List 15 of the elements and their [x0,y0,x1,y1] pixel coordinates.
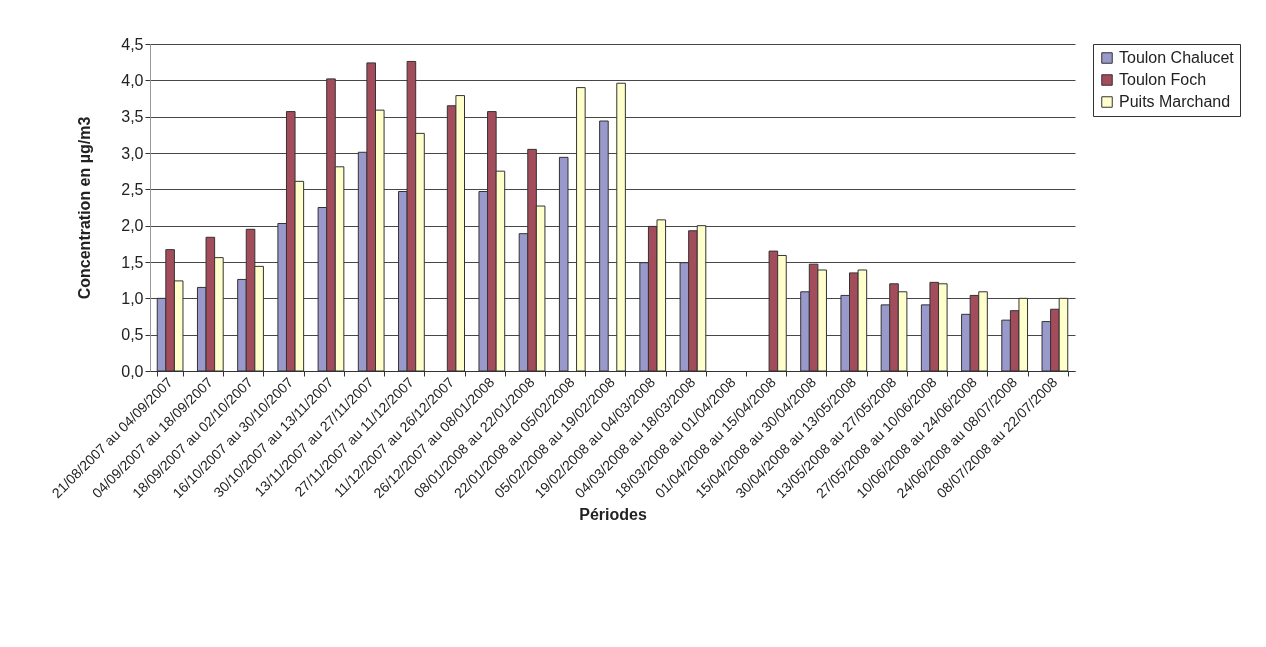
y-tick-label: 3,5 [121,108,144,126]
y-tick-label: 3,0 [121,144,144,162]
y-tick-label: 1,0 [121,289,144,307]
y-tick-label: 4,5 [121,35,144,53]
y-tick-label: 0,5 [121,326,144,344]
y-tick-label: 1,5 [121,253,144,271]
legend-label: Toulon Chalucet [1119,49,1235,66]
y-tick-label: 0,0 [121,362,144,380]
y-tick-label: 2,5 [121,180,144,198]
legend-label: Toulon Foch [1119,71,1207,88]
y-tick-label: 4,0 [121,71,144,89]
y-tick-label: 2,0 [121,217,144,235]
y-axis-title: Concentration en µg/m3 [76,116,94,300]
legend-label: Puits Marchand [1119,93,1231,110]
x-axis-title: Périodes [579,506,647,524]
